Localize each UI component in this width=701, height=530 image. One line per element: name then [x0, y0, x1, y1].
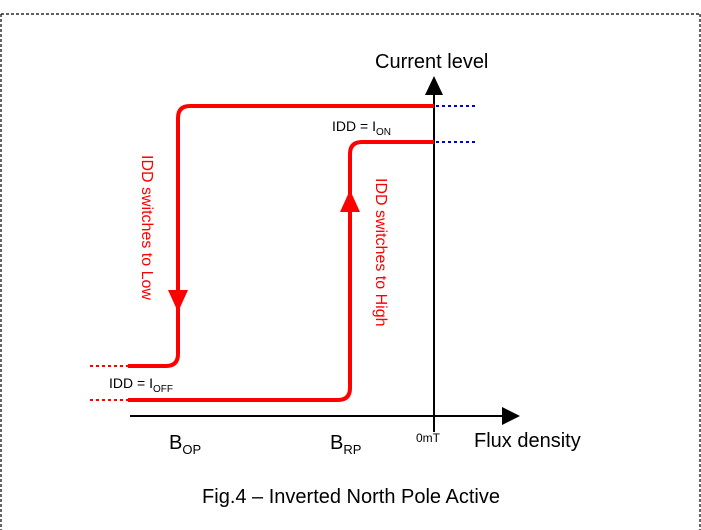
- dashed-frame: [0, 13, 701, 530]
- red-dotted-lines: [90, 365, 128, 401]
- arrow-down-icon: [168, 290, 188, 312]
- switch-low-label: IDD switches to Low: [138, 155, 155, 300]
- hysteresis-curves: [128, 104, 434, 402]
- i-on-label: IDD = ION: [332, 118, 391, 138]
- b-rp-label: BRP: [330, 432, 361, 457]
- zero-mt-label: 0mT: [416, 431, 441, 445]
- arrow-up-icon: [340, 190, 360, 212]
- x-axis-arrowhead: [502, 407, 520, 425]
- curve-switch-to-low: [128, 104, 434, 368]
- curve-switch-to-high: [128, 140, 434, 402]
- b-op-label: BOP: [169, 432, 201, 457]
- y-axis-arrowhead: [425, 76, 443, 95]
- y-axis-label: Current level: [375, 51, 488, 73]
- blue-dotted-lines: [436, 105, 478, 143]
- i-off-label: IDD = IOFF: [109, 375, 173, 395]
- x-axis-label: Flux density: [474, 430, 581, 452]
- figure-caption: Fig.4 – Inverted North Pole Active: [202, 486, 500, 508]
- axes: [130, 76, 520, 432]
- switch-high-label: IDD switches to High: [372, 178, 389, 327]
